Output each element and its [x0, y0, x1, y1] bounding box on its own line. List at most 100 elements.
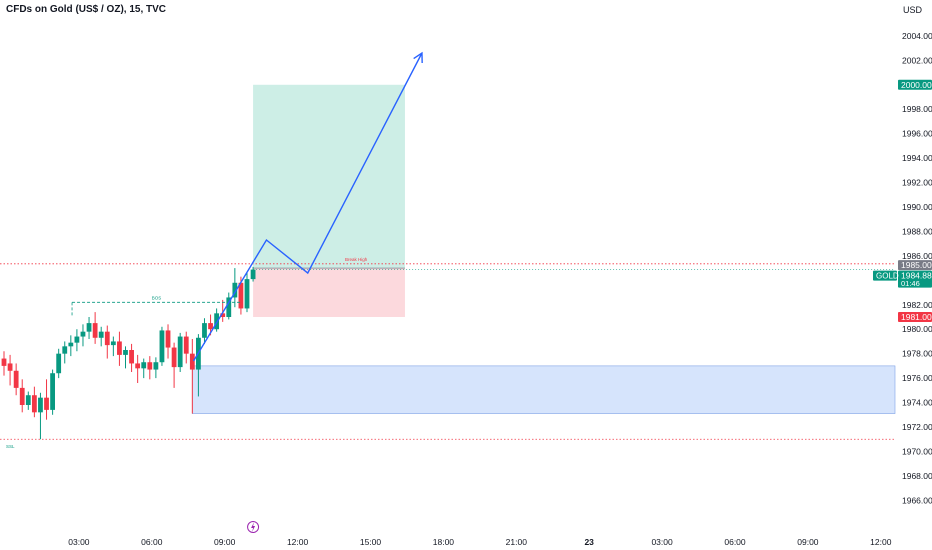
candle [19, 379, 25, 413]
candle-body [25, 395, 31, 405]
price-tick-label: 1970.00 [902, 446, 932, 456]
candle [98, 326, 104, 347]
candle-body [31, 395, 37, 413]
price-tick-label: 1968.00 [902, 471, 932, 481]
lower-level-label: SSL [6, 444, 15, 449]
price-tick-label: 1994.00 [902, 153, 932, 163]
candle-body [202, 323, 207, 338]
candle-body [86, 323, 92, 332]
time-tick-label: 09:00 [214, 537, 236, 547]
time-axis[interactable]: 03:00 06:00 09:00 12:00 15:00 18:00 21:00 23 03:… [68, 537, 891, 547]
candle [147, 356, 153, 380]
bos-label: BOS [152, 295, 162, 300]
candle [153, 357, 159, 379]
candle-body [68, 342, 74, 347]
candle-body [214, 313, 220, 330]
candle-body [98, 331, 104, 338]
candle [74, 329, 80, 352]
countdown-text: 01:46 [901, 279, 920, 288]
symbol-badge [873, 270, 897, 281]
candle-body [62, 346, 68, 354]
take-profit-price-box [898, 79, 932, 90]
candle [214, 308, 220, 332]
candle [165, 324, 171, 359]
time-tick-label: 03:00 [68, 537, 90, 547]
demand-zone [192, 365, 896, 414]
candle [110, 336, 116, 357]
candle-body [50, 373, 55, 410]
candle [80, 324, 86, 347]
candle-body [141, 362, 147, 369]
candle-body [104, 331, 110, 346]
price-tick-label: 1996.00 [902, 129, 932, 139]
time-tick-label: 06:00 [724, 537, 746, 547]
candle [25, 391, 31, 410]
take-profit-zone [253, 84, 405, 269]
candle-body [189, 353, 195, 370]
candle [232, 268, 238, 308]
time-tick-label: 12:00 [287, 537, 309, 547]
currency-label: USD [903, 5, 923, 15]
candle [44, 379, 49, 420]
symbol-text: GOLD [876, 272, 899, 281]
price-tick-label: 1992.00 [902, 178, 932, 188]
candle [189, 339, 195, 414]
candle [220, 299, 226, 322]
event-marker-icon [247, 521, 260, 533]
candle [1, 351, 7, 376]
candle [31, 386, 37, 418]
candle-body [123, 350, 128, 355]
candle [177, 332, 183, 372]
candle-body [238, 282, 244, 309]
candle-body [135, 363, 141, 369]
price-tick-label: 1978.00 [902, 349, 932, 359]
candle [135, 354, 141, 383]
candle [202, 318, 207, 344]
candle [244, 273, 250, 313]
candle-body [80, 331, 86, 337]
projection-arrowhead [413, 51, 423, 64]
candle-body [19, 387, 25, 405]
current-price-text: 1984.88 [901, 271, 932, 281]
time-tick-label: 03:00 [651, 537, 673, 547]
candle-body [183, 336, 189, 354]
price-tick-label: 2004.00 [902, 31, 932, 41]
price-tick-label: 1998.00 [902, 104, 932, 114]
price-tick-label: 1966.00 [902, 495, 932, 505]
candle-body [44, 397, 49, 410]
candle [13, 363, 19, 396]
candle [129, 343, 134, 372]
candles-layer [1, 266, 256, 440]
price-tick-label: 1974.00 [902, 398, 932, 408]
candle [50, 369, 55, 415]
candle-body [177, 336, 183, 368]
symbol-title: CFDs on Gold (US$ / OZ), 15, TVC [6, 4, 167, 15]
candle-body [13, 370, 19, 388]
candle-body [250, 269, 256, 280]
stop-loss-price-label: 1981.00 [898, 312, 932, 322]
candle-body [7, 363, 13, 371]
time-tick-label: 18:00 [433, 537, 455, 547]
time-tick-label: 23 [584, 537, 594, 547]
candle-body [159, 330, 165, 363]
candle [56, 348, 62, 379]
time-tick-label: 09:00 [797, 537, 819, 547]
candle [68, 335, 74, 357]
candle-body [244, 279, 250, 309]
price-tick-label: 1982.00 [902, 300, 932, 310]
candle [171, 342, 177, 388]
time-tick-label: 15:00 [360, 537, 382, 547]
candle [123, 346, 128, 369]
candle-body [110, 341, 116, 346]
stop-loss-price-box [898, 312, 932, 322]
candle-body [117, 341, 122, 355]
time-tick-label: 06:00 [141, 537, 163, 547]
candle-body [232, 282, 238, 298]
projection-path [192, 52, 423, 362]
current-price-box [898, 270, 932, 288]
time-tick-label: 12:00 [870, 537, 892, 547]
candle-body [1, 358, 7, 366]
